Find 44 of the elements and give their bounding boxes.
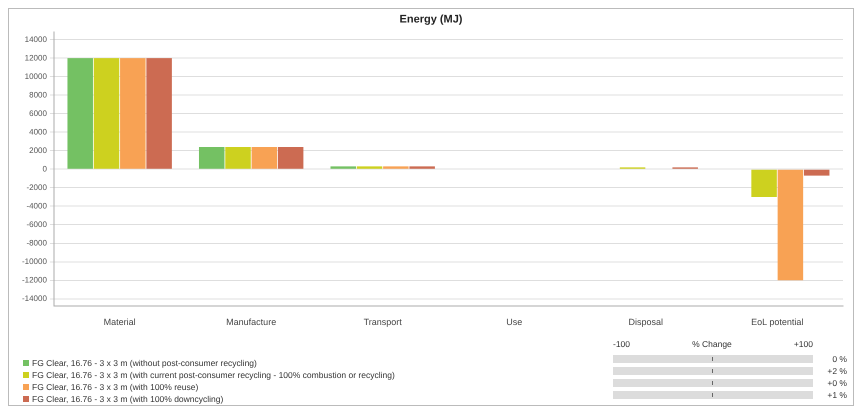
- bar: [225, 146, 251, 169]
- legend-label: FG Clear, 16.76 - 3 x 3 m (without post-consumer recycling): [32, 358, 257, 368]
- legend-label: FG Clear, 16.76 - 3 x 3 m (with 100% downcycling): [32, 394, 224, 404]
- text: -100: [613, 339, 630, 351]
- bar: [94, 58, 120, 169]
- y-tick-label: -12000: [22, 275, 48, 284]
- text: +2 %: [826, 366, 847, 376]
- text: +100: [794, 339, 813, 351]
- y-tick-label: -2000: [26, 182, 48, 192]
- legend-label: FG Clear, 16.76 - 3 x 3 m (with current post-consumer recycling - 100% combustion or recycling): [32, 370, 395, 380]
- x-tick-label: Use: [506, 317, 522, 328]
- chart-title: Energy (MJ): [400, 14, 463, 26]
- x-tick-label: Transport: [364, 317, 402, 328]
- text: +1 %: [826, 390, 847, 400]
- text: +0 %: [826, 378, 847, 388]
- bar: [198, 146, 224, 169]
- text: % Change: [692, 339, 732, 351]
- x-tick-label: Disposal: [628, 317, 663, 328]
- bar: [252, 146, 278, 169]
- y-tick-label: -14000: [22, 294, 48, 303]
- y-tick-label: 8000: [29, 90, 48, 100]
- legend-label: FG Clear, 16.76 - 3 x 3 m (with 100% reuse): [32, 382, 198, 392]
- bar: [804, 170, 830, 176]
- x-tick-label: Material: [104, 317, 136, 328]
- x-tick-label: Manufacture: [226, 317, 276, 328]
- bar: [778, 170, 804, 280]
- y-tick-label: -8000: [26, 238, 48, 248]
- y-tick-label: 6000: [29, 108, 48, 118]
- y-tick-label: -6000: [26, 220, 48, 229]
- bar: [67, 58, 93, 169]
- y-tick-label: 2000: [29, 146, 48, 155]
- text: 0 %: [831, 354, 847, 364]
- bar: [120, 58, 146, 169]
- y-tick-label: -4000: [26, 201, 48, 210]
- y-tick-label: 4000: [29, 127, 48, 136]
- bar: [278, 146, 304, 169]
- y-tick-label: 0: [42, 164, 48, 174]
- y-tick-label: 10000: [24, 72, 48, 81]
- y-tick-label: 12000: [24, 53, 48, 62]
- bar: [751, 170, 777, 197]
- bar: [146, 58, 172, 169]
- x-tick-label: EoL potential: [751, 317, 804, 328]
- y-tick-label: 14000: [24, 34, 48, 44]
- y-tick-label: -10000: [22, 256, 48, 266]
